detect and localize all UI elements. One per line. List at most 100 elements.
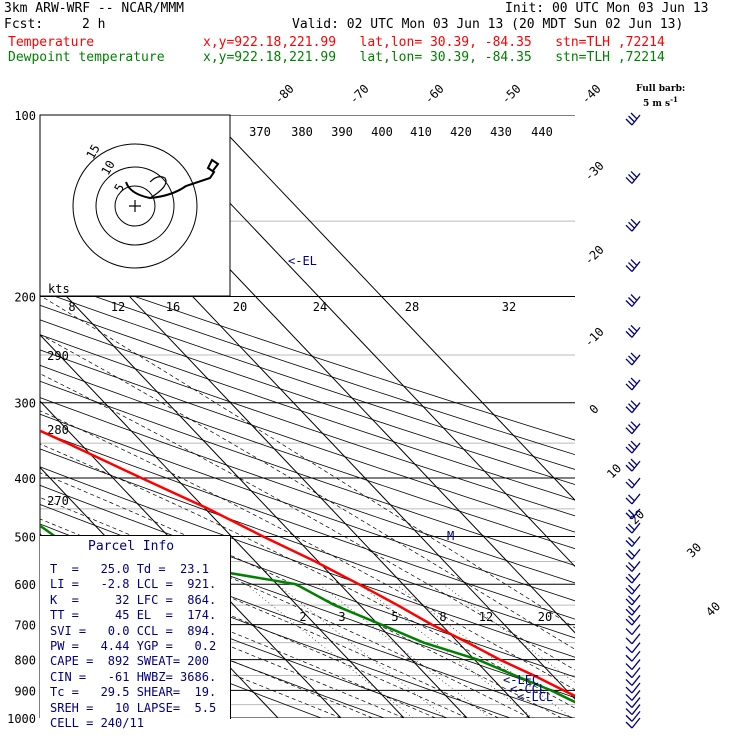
isotherm-label: -10 (582, 325, 607, 350)
wind-barb-flag (625, 637, 633, 645)
wind-barb-staff (631, 614, 641, 626)
dewpoint-legend: Dewpoint temperature (8, 50, 165, 65)
wind-barb-flag (625, 576, 633, 584)
full-barb-units-text: 5 m s (643, 99, 671, 109)
wind-barb-flag (630, 218, 638, 226)
hodograph-ring-label: 10 (98, 158, 117, 178)
moist-adiabat-line (40, 554, 436, 718)
wind-barb-flag (625, 678, 633, 686)
mixing-ratio-line (245, 583, 414, 718)
theta-label: 380 (291, 125, 313, 139)
wind-barb-flag (628, 355, 635, 363)
parcel-info-row: TT = 45 EL = 174. (50, 608, 217, 623)
wind-barb-flag (630, 352, 638, 360)
hodograph-ring-label: 15 (83, 142, 102, 162)
parcel-info-box (40, 535, 231, 719)
wind-barb-staff (631, 379, 641, 391)
moist-adiabat-line (40, 537, 468, 718)
wind-barb-flag (625, 265, 633, 273)
wind-barb-flag (625, 714, 633, 722)
wind-barb-flag (625, 701, 633, 709)
wind-barb-flag (625, 224, 633, 232)
wind-barb-flag (625, 552, 633, 560)
thetae-label: 12 (111, 300, 125, 314)
dry-adiabat-line (40, 334, 575, 517)
wind-barb-flag (625, 540, 633, 547)
valid-time: Valid: 02 UTC Mon 03 Jun 13 (20 MDT Sun … (292, 17, 684, 32)
hodograph-units: kts (48, 282, 70, 296)
wind-barb-flag (630, 294, 638, 301)
parcel-info-row: PW = 4.44 YGP = 0.2 (50, 639, 217, 653)
wind-barb-flag (628, 424, 635, 432)
wind-barb-flag (625, 654, 633, 662)
storm-motion-curve (149, 176, 167, 199)
isotherm-label: 0 (587, 402, 602, 417)
dry-adiabat-line (40, 304, 575, 485)
wind-barb-flag (628, 327, 635, 335)
wind-barb-flag (625, 598, 633, 606)
wind-barb-staff (631, 690, 641, 701)
temperature-legend: Temperature (8, 35, 95, 50)
wind-barb-flag (628, 605, 635, 613)
wind-barb-staff (631, 659, 641, 670)
wind-barb-flag (628, 509, 635, 517)
annotation-m: M (447, 529, 454, 543)
wind-barb-flag (628, 443, 635, 451)
isotherm-label: -60 (422, 82, 447, 107)
pressure-label: 400 (14, 472, 36, 486)
init-time: Init: 00 UTC Mon 03 Jun 13 (505, 1, 709, 16)
model-title: 3km ARW-WRF -- NCAR/MMM (4, 1, 185, 16)
wind-barb-flag (628, 262, 635, 270)
parcel-info-row: K = 32 LFC = 864. (50, 592, 217, 607)
mixing-ratio-label: 20 (538, 610, 552, 624)
mixing-ratio-label: 2 (299, 610, 306, 624)
isotherm-label: 40 (703, 599, 723, 619)
moist-adiabat-line (40, 410, 575, 691)
location-info-dew: x,y=922.18,221.99 lat,lon= 30.39, -84.35… (203, 50, 665, 65)
wind-barb-flag (628, 573, 635, 581)
wind-barb-staff (631, 561, 641, 572)
dry-adiabat-line (40, 466, 575, 658)
wind-barb-staff (631, 522, 641, 534)
wind-barb-staff (631, 354, 641, 366)
wind-barbs (625, 112, 641, 729)
isotherm-label: -40 (579, 82, 604, 107)
annotation-lfc: <-LFC (503, 673, 539, 687)
wind-barb-flag (625, 427, 633, 435)
thetae-label: 16 (166, 300, 180, 314)
wind-barb-flag (625, 176, 633, 184)
wind-barb-flag (625, 671, 633, 679)
wind-barb-staff (631, 477, 641, 489)
wind-barb-staff (631, 675, 641, 686)
pressure-label: 700 (14, 619, 36, 633)
temperature-profile (40, 429, 575, 698)
wind-barb-flag (628, 380, 635, 388)
parcel-info-row: CIN = -61 HWBZ= 3686. (50, 669, 217, 684)
parcel-info-row: CAPE = 892 SWEAT= 200 (50, 654, 209, 669)
pressure-label: 900 (14, 684, 36, 698)
wind-barb-flag (630, 259, 638, 267)
wind-barb-staff (631, 548, 641, 560)
annotation-lcl: <-LCL (517, 690, 553, 704)
wind-barb-staff (631, 536, 641, 547)
wind-barb-flag (625, 481, 633, 489)
wind-barb-staff (631, 572, 641, 584)
mixing-ratio-label: 5 (391, 610, 398, 624)
wind-barb-staff (631, 710, 641, 722)
dry-adiabat-line (40, 413, 575, 602)
wind-barb-flag (625, 497, 633, 505)
wind-barb-staff (631, 493, 641, 505)
wind-barb-staff (631, 667, 641, 679)
wind-barb-flag (628, 221, 635, 229)
mixing-ratio-line (359, 583, 534, 718)
wind-barb-flag (630, 440, 638, 448)
theta-label: 430 (490, 125, 512, 139)
isotherm-line (40, 267, 468, 718)
wind-barb-flag (625, 628, 633, 636)
wind-barb-flag (625, 618, 633, 626)
annotation-ccl: <-CCL (510, 682, 546, 696)
wind-barb-flag (630, 421, 638, 429)
wind-barb-flag (625, 358, 633, 366)
theta-label: 440 (531, 125, 553, 139)
wind-barb-flag (630, 458, 638, 466)
